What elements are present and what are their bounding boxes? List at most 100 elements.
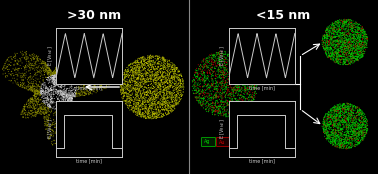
Point (64, 93, 70, 96)
Point (326, 137, 332, 140)
Point (348, 52, 354, 55)
Point (347, 144, 353, 147)
Point (200, 97, 206, 100)
Point (64, 69, 70, 72)
Point (136, 88, 142, 90)
Point (36, 89, 42, 92)
Point (331, 135, 337, 138)
Point (353, 138, 359, 140)
Point (240, 59, 246, 62)
Point (348, 20, 354, 23)
Point (212, 95, 218, 98)
Point (21, 53, 27, 56)
Point (36, 112, 42, 115)
Point (48, 76, 54, 79)
Point (59, 75, 65, 78)
Point (348, 110, 354, 113)
Point (92, 87, 98, 89)
Point (158, 85, 164, 88)
Point (2, 67, 8, 70)
Point (359, 115, 365, 118)
Point (49, 88, 55, 90)
Point (239, 96, 245, 99)
Point (174, 88, 180, 91)
Point (337, 106, 343, 109)
Point (200, 85, 206, 88)
Point (160, 108, 166, 110)
Point (343, 19, 349, 22)
Point (48, 89, 54, 92)
Point (217, 54, 223, 57)
Point (165, 113, 171, 115)
Point (346, 138, 352, 141)
Point (361, 33, 367, 35)
Point (124, 73, 130, 76)
Point (76, 77, 82, 80)
Point (206, 85, 212, 88)
Point (329, 37, 335, 40)
Point (210, 80, 216, 82)
Point (62, 130, 68, 133)
Point (84, 86, 90, 89)
Point (69, 105, 75, 108)
Point (33, 77, 39, 80)
Point (131, 73, 137, 76)
Point (357, 112, 363, 115)
Point (201, 58, 207, 61)
Point (363, 133, 369, 136)
Point (133, 108, 139, 111)
Point (53, 104, 59, 107)
Point (38, 62, 44, 65)
Point (36, 85, 42, 88)
Point (342, 107, 348, 110)
Point (89, 92, 95, 95)
Point (213, 54, 219, 56)
Point (135, 72, 141, 74)
Point (333, 121, 339, 124)
Point (133, 108, 139, 111)
Point (217, 104, 223, 107)
Point (339, 141, 345, 144)
Point (169, 94, 175, 97)
Point (62, 82, 68, 85)
Point (29, 87, 35, 90)
Point (169, 100, 175, 103)
Point (197, 76, 203, 79)
Point (171, 78, 177, 81)
Point (209, 66, 215, 69)
Point (346, 42, 352, 44)
Point (342, 21, 348, 23)
Point (335, 30, 341, 33)
Point (54, 69, 60, 72)
Point (357, 127, 363, 130)
Point (324, 133, 330, 136)
Point (216, 110, 222, 113)
Point (196, 96, 202, 98)
Point (153, 94, 159, 97)
Point (198, 92, 204, 95)
Point (225, 54, 231, 56)
Point (341, 24, 347, 27)
Point (216, 108, 222, 111)
Point (39, 92, 45, 95)
Point (349, 111, 355, 114)
Point (66, 87, 72, 90)
Point (323, 29, 329, 32)
Point (215, 105, 221, 108)
Point (221, 74, 227, 77)
Point (125, 104, 131, 107)
Point (155, 106, 161, 109)
Point (23, 68, 29, 71)
Point (28, 75, 34, 78)
Point (67, 76, 73, 78)
Point (211, 88, 217, 91)
Point (342, 125, 348, 127)
Point (234, 67, 240, 70)
Point (33, 111, 39, 114)
Point (143, 91, 149, 94)
Point (358, 130, 364, 133)
Point (322, 126, 328, 129)
Point (223, 100, 229, 103)
Point (83, 92, 89, 95)
Point (73, 68, 79, 71)
